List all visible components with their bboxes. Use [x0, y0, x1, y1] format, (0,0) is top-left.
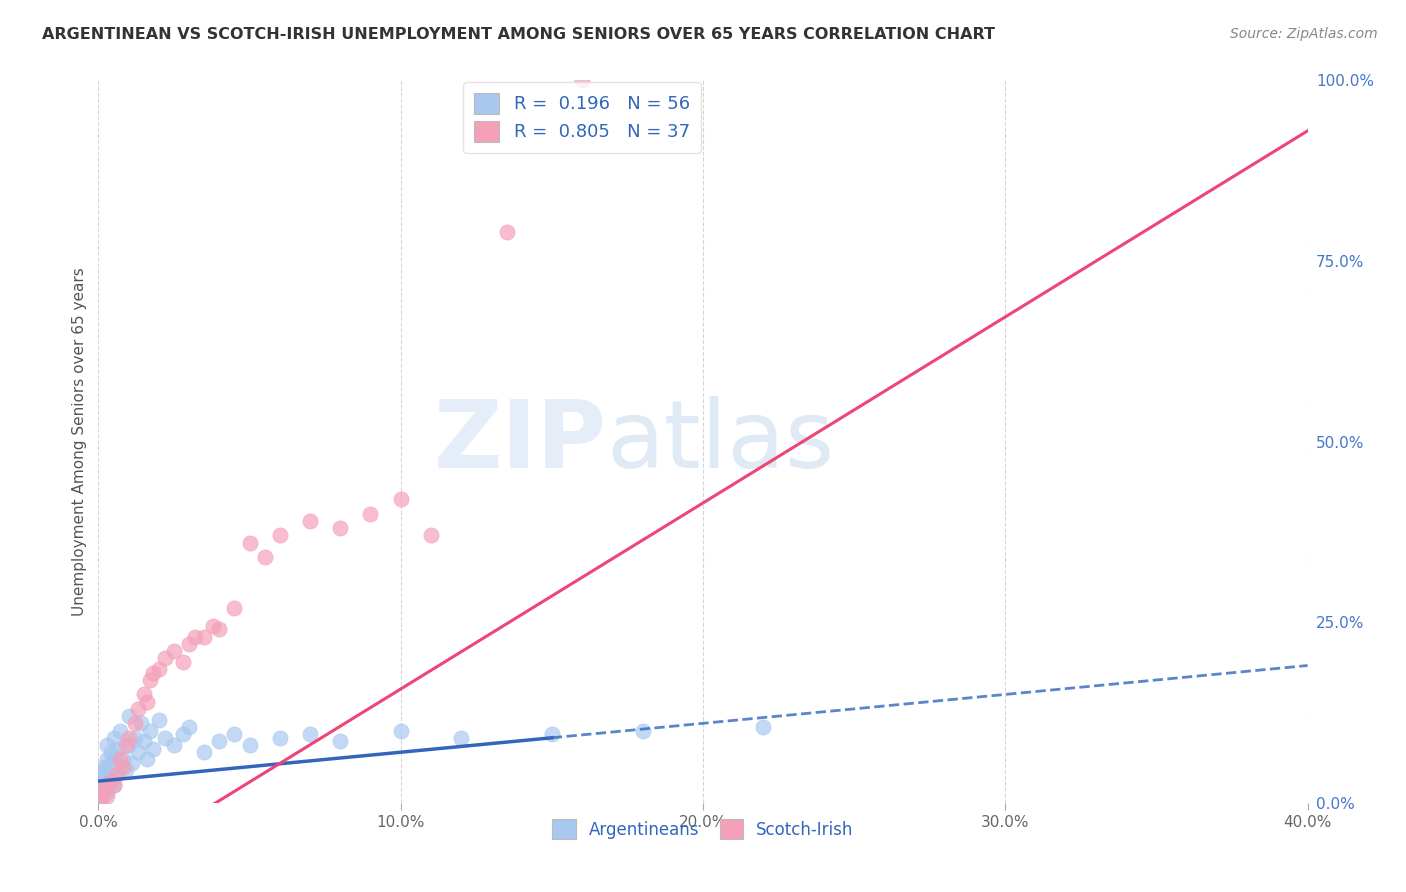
- Point: [96, 785, 118, 799]
- Point: [208, 734, 231, 748]
- Point: [253, 550, 276, 565]
- Point: [495, 225, 517, 239]
- Point: [103, 778, 125, 792]
- Point: [121, 756, 143, 770]
- Point: [87, 792, 110, 806]
- Point: [420, 528, 443, 542]
- Point: [179, 720, 201, 734]
- Point: [103, 748, 125, 763]
- Point: [631, 723, 654, 738]
- Point: [132, 687, 155, 701]
- Point: [540, 727, 562, 741]
- Point: [224, 600, 246, 615]
- Point: [269, 731, 291, 745]
- Point: [172, 727, 194, 741]
- Point: [87, 789, 110, 803]
- Point: [329, 521, 352, 535]
- Point: [100, 774, 122, 789]
- Point: [124, 731, 146, 745]
- Point: [360, 507, 382, 521]
- Point: [269, 528, 291, 542]
- Point: [193, 630, 215, 644]
- Point: [124, 716, 146, 731]
- Legend: Argentineans, Scotch-Irish: Argentineans, Scotch-Irish: [543, 809, 863, 848]
- Point: [752, 720, 775, 734]
- Point: [93, 778, 115, 792]
- Point: [90, 781, 112, 796]
- Point: [389, 492, 412, 507]
- Point: [153, 731, 176, 745]
- Point: [96, 789, 118, 803]
- Point: [100, 756, 122, 770]
- Point: [108, 760, 131, 774]
- Point: [118, 709, 141, 723]
- Point: [129, 716, 152, 731]
- Point: [139, 673, 162, 687]
- Point: [299, 514, 322, 528]
- Point: [96, 781, 118, 796]
- Point: [193, 745, 215, 759]
- Point: [202, 619, 225, 633]
- Point: [108, 752, 131, 766]
- Point: [103, 731, 125, 745]
- Text: Source: ZipAtlas.com: Source: ZipAtlas.com: [1230, 27, 1378, 41]
- Point: [90, 785, 112, 799]
- Point: [96, 752, 118, 766]
- Text: ZIP: ZIP: [433, 395, 606, 488]
- Point: [90, 767, 112, 781]
- Point: [450, 731, 472, 745]
- Point: [118, 738, 141, 752]
- Point: [93, 781, 115, 796]
- Point: [239, 738, 262, 752]
- Point: [153, 651, 176, 665]
- Point: [571, 73, 593, 87]
- Point: [135, 695, 157, 709]
- Text: atlas: atlas: [606, 395, 835, 488]
- Point: [163, 644, 186, 658]
- Text: ARGENTINEAN VS SCOTCH-IRISH UNEMPLOYMENT AMONG SENIORS OVER 65 YEARS CORRELATION: ARGENTINEAN VS SCOTCH-IRISH UNEMPLOYMENT…: [42, 27, 995, 42]
- Y-axis label: Unemployment Among Seniors over 65 years: Unemployment Among Seniors over 65 years: [72, 268, 87, 615]
- Point: [239, 535, 262, 549]
- Point: [172, 655, 194, 669]
- Point: [93, 764, 115, 778]
- Point: [127, 745, 149, 759]
- Point: [105, 767, 128, 781]
- Point: [90, 792, 112, 806]
- Point: [105, 741, 128, 756]
- Point: [93, 771, 115, 785]
- Point: [389, 723, 412, 738]
- Point: [329, 734, 352, 748]
- Point: [184, 630, 207, 644]
- Point: [139, 723, 162, 738]
- Point: [224, 727, 246, 741]
- Point: [90, 774, 112, 789]
- Point: [142, 665, 165, 680]
- Point: [299, 727, 322, 741]
- Point: [93, 760, 115, 774]
- Point: [100, 774, 122, 789]
- Point: [127, 702, 149, 716]
- Point: [208, 623, 231, 637]
- Point: [93, 787, 115, 801]
- Point: [142, 741, 165, 756]
- Point: [90, 778, 112, 792]
- Point: [100, 745, 122, 759]
- Point: [114, 738, 136, 752]
- Point: [90, 785, 112, 799]
- Point: [163, 738, 186, 752]
- Point: [96, 767, 118, 781]
- Point: [103, 778, 125, 792]
- Point: [108, 723, 131, 738]
- Point: [118, 731, 141, 745]
- Point: [111, 752, 134, 766]
- Point: [96, 738, 118, 752]
- Point: [148, 713, 170, 727]
- Point: [179, 637, 201, 651]
- Point: [132, 734, 155, 748]
- Point: [111, 760, 134, 774]
- Point: [135, 752, 157, 766]
- Point: [148, 662, 170, 676]
- Point: [114, 764, 136, 778]
- Point: [105, 767, 128, 781]
